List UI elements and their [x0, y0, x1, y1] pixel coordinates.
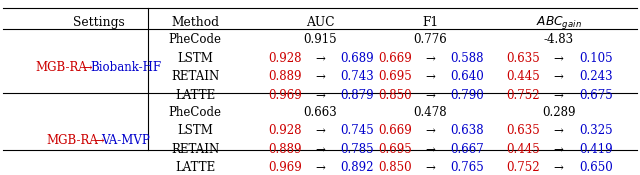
Text: 0.640: 0.640: [451, 70, 484, 83]
Text: -4.83: -4.83: [543, 33, 574, 46]
Text: 0.663: 0.663: [303, 106, 337, 119]
Text: LSTM: LSTM: [177, 52, 213, 65]
Text: 0.325: 0.325: [579, 124, 612, 137]
Text: 0.928: 0.928: [268, 52, 301, 65]
Text: →: →: [425, 124, 435, 137]
Text: →: →: [554, 52, 564, 65]
Text: 0.635: 0.635: [507, 124, 540, 137]
Text: 0.752: 0.752: [507, 161, 540, 174]
Text: LSTM: LSTM: [177, 124, 213, 137]
Text: 0.745: 0.745: [340, 124, 374, 137]
Text: LATTE: LATTE: [175, 161, 215, 174]
Text: Settings: Settings: [74, 16, 125, 29]
Text: →: →: [425, 89, 435, 102]
Text: RETAIN: RETAIN: [171, 143, 220, 156]
Text: Biobank-HF: Biobank-HF: [90, 61, 161, 74]
Text: →: →: [425, 70, 435, 83]
Text: 0.889: 0.889: [268, 70, 301, 83]
Text: 0.419: 0.419: [579, 143, 612, 156]
Text: MGB-RA: MGB-RA: [35, 61, 87, 74]
Text: 0.638: 0.638: [451, 124, 484, 137]
Text: F1: F1: [422, 16, 438, 29]
Text: →: →: [315, 89, 325, 102]
Text: →: →: [315, 70, 325, 83]
Text: →: →: [425, 143, 435, 156]
Text: →: →: [315, 124, 325, 137]
Text: 0.588: 0.588: [451, 52, 484, 65]
Text: →: →: [554, 143, 564, 156]
Text: LATTE: LATTE: [175, 89, 215, 102]
Text: 0.850: 0.850: [378, 89, 412, 102]
Text: 0.889: 0.889: [268, 143, 301, 156]
Text: →: →: [554, 161, 564, 174]
Text: 0.765: 0.765: [451, 161, 484, 174]
Text: $ABC_{gain}$: $ABC_{gain}$: [536, 13, 582, 31]
Text: →: →: [425, 161, 435, 174]
Text: 0.969: 0.969: [268, 89, 301, 102]
Text: →: →: [315, 161, 325, 174]
Text: 0.289: 0.289: [542, 106, 575, 119]
Text: 0.669: 0.669: [378, 52, 412, 65]
Text: →: →: [79, 61, 96, 74]
Text: RETAIN: RETAIN: [171, 70, 220, 83]
Text: 0.695: 0.695: [378, 70, 412, 83]
Text: 0.669: 0.669: [378, 124, 412, 137]
Text: 0.776: 0.776: [413, 33, 447, 46]
Text: 0.850: 0.850: [378, 161, 412, 174]
Text: 0.445: 0.445: [507, 143, 540, 156]
Text: 0.478: 0.478: [413, 106, 447, 119]
Text: 0.105: 0.105: [579, 52, 612, 65]
Text: →: →: [315, 143, 325, 156]
Text: Method: Method: [172, 16, 219, 29]
Text: AUC: AUC: [306, 16, 334, 29]
Text: 0.667: 0.667: [451, 143, 484, 156]
Text: 0.969: 0.969: [268, 161, 301, 174]
Text: →: →: [425, 52, 435, 65]
Text: →: →: [554, 124, 564, 137]
Text: 0.790: 0.790: [451, 89, 484, 102]
Text: 0.743: 0.743: [340, 70, 374, 83]
Text: MGB-RA: MGB-RA: [47, 134, 99, 147]
Text: 0.650: 0.650: [579, 161, 612, 174]
Text: 0.892: 0.892: [340, 161, 374, 174]
Text: 0.243: 0.243: [579, 70, 612, 83]
Text: 0.689: 0.689: [340, 52, 374, 65]
Text: 0.445: 0.445: [507, 70, 540, 83]
Text: →: →: [554, 70, 564, 83]
Text: →: →: [90, 134, 108, 147]
Text: →: →: [315, 52, 325, 65]
Text: 0.675: 0.675: [579, 89, 612, 102]
Text: 0.635: 0.635: [507, 52, 540, 65]
Text: 0.928: 0.928: [268, 124, 301, 137]
Text: 0.879: 0.879: [340, 89, 374, 102]
Text: VA-MVP: VA-MVP: [101, 134, 150, 147]
Text: PheCode: PheCode: [169, 106, 221, 119]
Text: 0.695: 0.695: [378, 143, 412, 156]
Text: →: →: [554, 89, 564, 102]
Text: 0.752: 0.752: [507, 89, 540, 102]
Text: 0.915: 0.915: [303, 33, 337, 46]
Text: 0.785: 0.785: [340, 143, 374, 156]
Text: PheCode: PheCode: [169, 33, 221, 46]
